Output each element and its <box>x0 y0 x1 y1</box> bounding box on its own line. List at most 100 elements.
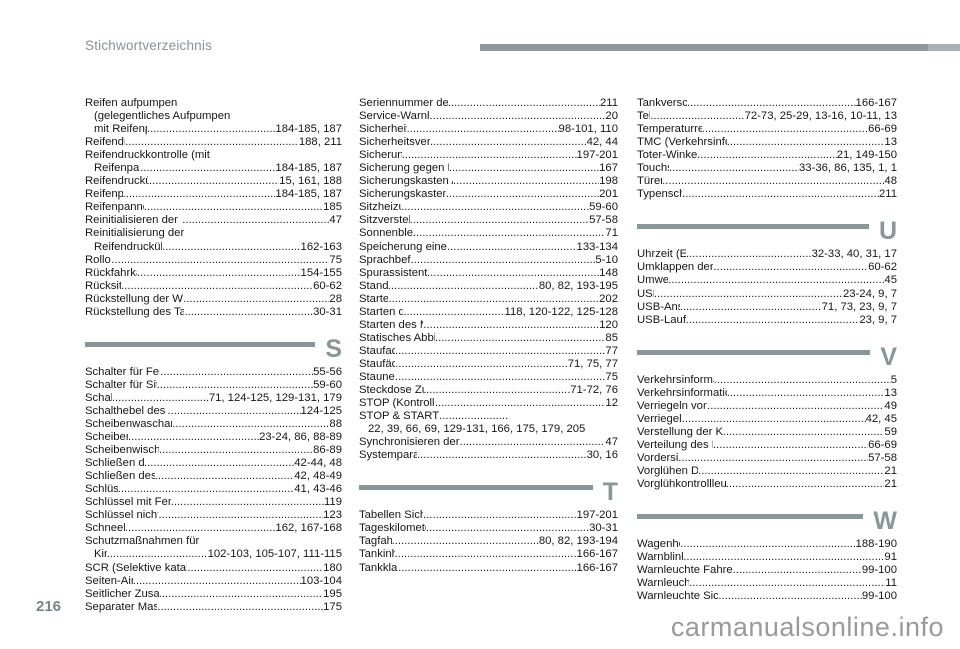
entry-term: SCR (Selektive katalytische Reduktion) <box>85 561 187 574</box>
entry-term: Reifendruckkontrolle (mit <box>85 149 210 162</box>
entry-term: Schutzmaßnahmen für <box>85 535 200 548</box>
dot-leader <box>680 538 855 551</box>
entry-term: Reifenpannenset <box>85 201 144 214</box>
entry-pages: 188, 211 <box>298 136 342 149</box>
entry-pages: 15, 161, 188 <box>279 175 342 188</box>
index-entry: Reifenpanne 184-185, 187 <box>85 188 342 201</box>
entry-term: Reifen aufpumpen <box>85 97 178 109</box>
entry-term: Schaltgetriebe <box>85 391 112 404</box>
index-entry: Schalthebel des Schaltgetriebes 124-125 <box>85 405 342 418</box>
entry-term: Staufach <box>359 344 396 357</box>
dot-leader <box>733 564 862 577</box>
entry-term: Sicherheitsgurte <box>359 123 407 136</box>
entry-term: Schalthebel des Schaltgetriebes <box>85 404 166 417</box>
entry-pages: 188-190 <box>855 538 897 551</box>
entry-term: Rückfahrkamera <box>85 266 137 279</box>
entry-term: Schlüssel nicht erkannt <box>85 509 159 522</box>
dot-leader <box>118 483 294 496</box>
entry-term: Tabellen Sicherungen <box>359 509 423 522</box>
dot-leader <box>395 345 605 358</box>
entry-term: Schließen des Kofferraum <box>85 470 155 483</box>
index-block: Tabellen Sicherungen197-201Tageskilomete… <box>359 509 618 574</box>
index-block: Wagenheber 188-190 Warnblinker 91 Warnleucht… <box>637 538 897 603</box>
dot-leader <box>121 280 313 293</box>
entry-pages: 197-201 <box>576 509 618 522</box>
entry-term: USB-Anschluss <box>637 300 680 313</box>
index-entry: Sicherungen 197-201 <box>359 149 618 162</box>
dot-leader <box>158 509 323 522</box>
entry-term: Wagenheber <box>637 538 680 551</box>
index-entry: Schaltgetriebe 71, 124-125, 129-131, 179 <box>85 392 342 405</box>
entry-pages: 60-62 <box>868 261 897 274</box>
entry-term: Sprachbefehle <box>359 253 411 266</box>
entry-term: Rückstellung des Tageskilometerzählers <box>85 305 185 318</box>
index-entry: STOP (Kontrollleuchte) 12 <box>359 397 618 410</box>
dot-leader <box>133 575 301 588</box>
entry-term: Verteilung des Luftstroms <box>637 438 713 451</box>
entry-term: Standlicht <box>359 279 388 292</box>
dot-leader <box>723 426 885 439</box>
entry-term: Reifenpannenset) <box>94 162 140 175</box>
dot-leader <box>157 601 323 614</box>
entry-pages: 12 <box>605 397 618 410</box>
index-entry: Reifendruckkontrolle (mitReifenpannenset… <box>85 149 342 175</box>
entry-pages: 57-58 <box>868 451 897 464</box>
entry-pages: 77 <box>605 344 618 357</box>
index-entry: Verriegelung 42, 45 <box>637 413 897 426</box>
dot-leader <box>460 436 606 449</box>
entry-pages: 91 <box>884 551 897 564</box>
entry-pages: 180 <box>323 561 342 574</box>
entry-pages: 184-185, 187 <box>275 162 342 175</box>
dot-leader <box>726 478 885 491</box>
entry-term: mit Reifenpannenset) <box>94 123 147 136</box>
dot-leader <box>403 306 504 319</box>
section-letter: S <box>325 334 342 363</box>
index-entry: Schlüssel nicht erkannt 123 <box>85 509 342 522</box>
entry-term: Verriegelung <box>637 412 682 425</box>
index-entry: Speicherung einer Geschwindigkeit 133-134 <box>359 241 618 254</box>
dot-leader <box>682 188 879 201</box>
index-entry: Reinitialisieren der Fernbedienung 47 <box>85 214 342 227</box>
section-letter: W <box>873 507 897 536</box>
index-entry: Warnleuchten 11 <box>637 577 897 590</box>
entry-pages: 185 <box>323 201 342 214</box>
entry-pages: 80, 82, 193-194 <box>538 535 618 548</box>
entry-term: Toter-Winkel-Assistent <box>637 149 698 162</box>
entry-term: Seriennummer des Fahrzeugs <box>359 97 448 109</box>
section-header-u: U <box>637 219 897 244</box>
index-entry: Staufächer 71, 75, 77 <box>359 358 618 371</box>
dot-leader <box>686 314 860 327</box>
entry-term: Vordersitze <box>637 451 679 464</box>
dot-leader <box>718 590 861 603</box>
index-entry: Scheibenwaschanlage vorne 88 <box>85 418 342 431</box>
entry-pages: 184-185, 187 <box>275 123 342 136</box>
index-entry: Sicherheitsgurte 98-101, 110 <box>359 123 618 136</box>
index-entry: Seriennummer des Fahrzeugs 211 <box>359 97 618 110</box>
index-entry: Rückstellung der Wartungsanzeige 28 <box>85 293 342 306</box>
entry-term: Sicherheitsverriegelung <box>359 136 430 149</box>
entry-pages: 85 <box>605 331 618 344</box>
dot-leader <box>157 379 313 392</box>
entry-term: Reifendrucküberwachung <box>85 175 150 188</box>
entry-term: Warnblinker <box>637 551 683 564</box>
index-entry: Touchscreen 33-36, 86, 135, 1, 1 <box>637 162 897 175</box>
entry-pages: 42-44, 48 <box>294 457 342 470</box>
entry-term: Rollos <box>85 253 111 266</box>
entry-pages: 66-69 <box>868 123 897 136</box>
dot-leader <box>107 548 208 561</box>
entry-pages: 72-73, 25-29, 13-16, 10-11, 13 <box>744 110 897 123</box>
entry-pages: 45 <box>884 274 897 287</box>
dot-leader <box>427 267 599 280</box>
dot-leader <box>426 522 589 535</box>
dot-leader <box>167 405 300 418</box>
entry-term: Türen <box>637 175 662 188</box>
entry-pages: 154-155 <box>300 266 342 279</box>
dot-leader <box>395 358 568 371</box>
dot-leader <box>680 301 822 314</box>
entry-term: Schlüssel mit Fernbedienung <box>85 496 171 509</box>
entry-pages: 99-100 <box>861 564 897 577</box>
entry-pages: 13 <box>884 136 897 149</box>
entry-term: Schließen der Türen <box>85 457 144 470</box>
entry-term: Seitlicher Zusatzblinker <box>85 587 159 600</box>
index-entry: Telefon 72-73, 25-29, 13-16, 10-11, 13 <box>637 110 897 123</box>
